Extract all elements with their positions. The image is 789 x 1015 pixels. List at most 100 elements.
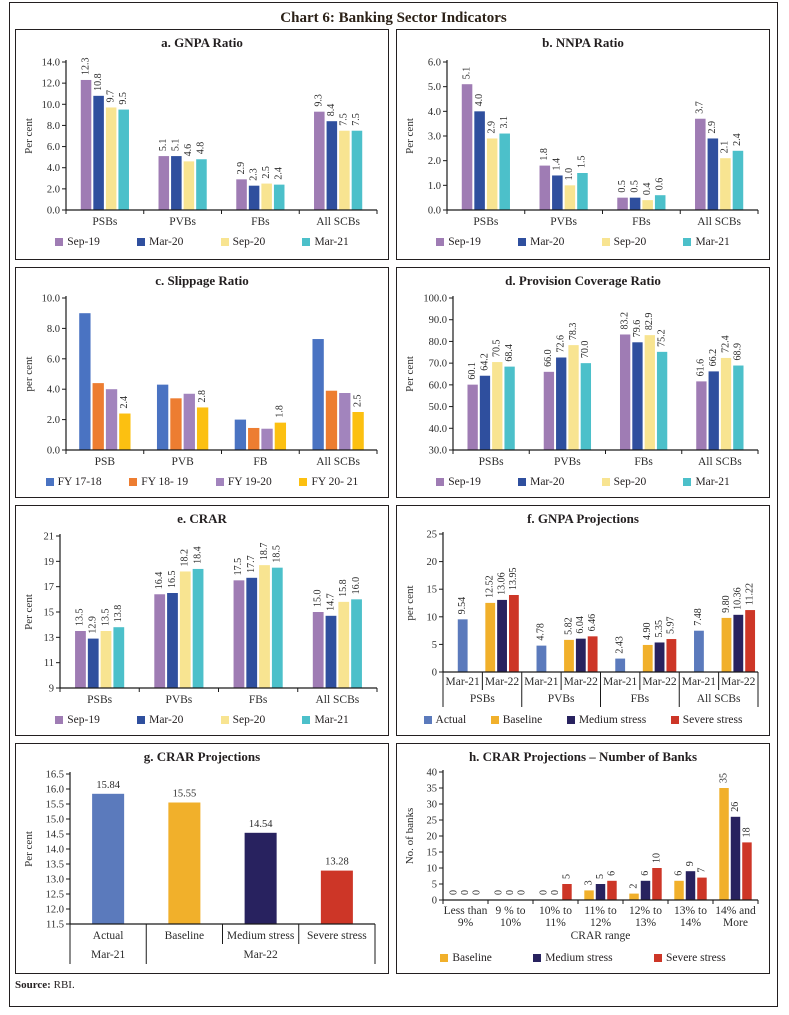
bar-value-label: 16.4	[153, 572, 164, 590]
x-group-label: All SCBs	[696, 693, 740, 705]
bar	[326, 121, 337, 210]
bar	[491, 362, 502, 450]
bar	[561, 884, 572, 900]
bar	[74, 631, 86, 688]
bar	[105, 107, 116, 210]
bar	[338, 130, 350, 210]
y-tick-label: 90.0	[428, 315, 446, 326]
legend-label: Medium stress	[578, 714, 647, 726]
bar	[350, 599, 362, 688]
bar-value-label: 11.22	[744, 583, 755, 605]
legend-label: Baseline	[502, 714, 543, 726]
bar-value-label: 2.4	[273, 167, 284, 180]
bar-value-label: 18	[741, 827, 752, 837]
y-tick-label: 14.5	[45, 830, 63, 841]
legend-label: Severe stress	[665, 952, 726, 964]
legend-label: Sep-19	[448, 236, 481, 248]
y-tick-label: 20	[426, 832, 437, 843]
legend-label: FY 18- 19	[141, 476, 189, 488]
bar-value-label: 6.04	[575, 616, 586, 634]
panel-title: d. Provision Coverage Ratio	[505, 273, 661, 288]
y-tick-label: 2.0	[46, 415, 59, 426]
bar	[695, 381, 707, 450]
legend-swatch	[45, 478, 54, 486]
bar	[673, 880, 684, 900]
bar	[614, 658, 625, 672]
bar	[619, 334, 630, 450]
bar-value-label: 70.5	[491, 340, 502, 358]
bar	[567, 345, 579, 450]
legend-swatch	[533, 954, 542, 962]
y-tick-label: 0.0	[46, 446, 59, 457]
y-tick-label: 13.5	[45, 860, 63, 871]
bar-value-label: 75.2	[656, 329, 667, 347]
x-group-label: More	[723, 917, 748, 929]
bar	[720, 357, 731, 450]
y-tick-label: 2.0	[427, 156, 440, 167]
bar-value-label: 2.5	[352, 395, 363, 408]
bar	[91, 793, 124, 924]
bar	[233, 580, 244, 688]
x-subgroup-label: Mar-21	[445, 676, 480, 688]
bar	[656, 351, 667, 450]
bar-value-label: 2	[628, 884, 639, 889]
x-group-label: 11%	[545, 917, 566, 929]
bar	[665, 639, 676, 672]
x-group-label: PSBs	[87, 694, 112, 706]
y-tick-label: 0	[431, 668, 436, 679]
legend-swatch	[670, 716, 679, 724]
y-tick-label: 35	[426, 784, 437, 795]
y-tick-label: 15.5	[45, 800, 63, 811]
x-group-label: FBs	[251, 216, 270, 228]
bar-value-label: 35	[718, 773, 729, 783]
bar-value-label: 0.5	[616, 180, 627, 193]
legend-swatch	[302, 238, 311, 246]
bar	[685, 871, 695, 900]
bar	[718, 788, 729, 900]
x-group-label: 12%	[589, 917, 611, 929]
bar-value-label: 5.1	[461, 67, 472, 80]
bar	[587, 636, 598, 672]
bar-value-label: 18.4	[192, 546, 203, 564]
bar-value-label: 78.3	[567, 323, 578, 341]
bar	[654, 195, 665, 210]
bar	[153, 594, 165, 688]
bar-value-label: 0	[448, 890, 459, 895]
x-group-label: FBs	[248, 694, 267, 706]
bar-value-label: 82.9	[644, 313, 655, 331]
bar	[457, 619, 468, 672]
y-tick-label: 5	[431, 640, 436, 651]
x-group-label: PVBs	[165, 694, 192, 706]
bar	[100, 631, 111, 688]
bar-value-label: 16.5	[166, 571, 177, 589]
legend-label: Baseline	[452, 952, 492, 964]
legend-label: FY 20- 21	[311, 476, 359, 488]
bar-value-label: 66.2	[708, 349, 719, 367]
y-tick-label: 4.0	[46, 163, 59, 174]
legend-label: Sep-20	[232, 236, 266, 248]
x-group-label: 9 % to	[495, 905, 525, 917]
x-group-label: PSBs	[92, 216, 117, 228]
bar	[555, 357, 566, 450]
bar	[719, 158, 731, 210]
bar	[245, 577, 257, 688]
bar	[183, 393, 195, 450]
bar	[631, 342, 643, 450]
bar-value-label: 10	[651, 853, 662, 863]
legend-swatch	[137, 238, 146, 246]
y-tick-label: 4.0	[427, 107, 440, 118]
legend-swatch	[55, 716, 64, 724]
legend-swatch	[436, 238, 445, 246]
bar-value-label: 18.7	[258, 543, 269, 561]
legend-swatch	[518, 238, 527, 246]
panel-title: b. NNPA Ratio	[542, 35, 624, 50]
legend-item-fy-18-19: FY 18- 19	[129, 476, 188, 488]
bar-value-label: 18.5	[271, 545, 282, 563]
y-tick-label: 10	[426, 864, 437, 875]
bar-value-label: 60.1	[466, 362, 477, 380]
bar-value-label: 4.6	[183, 144, 194, 157]
panel-gnpa-projections: f. GNPA Projections 0 5 10 15 20 25 per cent 9.…	[396, 505, 770, 736]
y-tick-label: 2.0	[46, 184, 59, 195]
bar-value-label: 5	[561, 874, 572, 879]
